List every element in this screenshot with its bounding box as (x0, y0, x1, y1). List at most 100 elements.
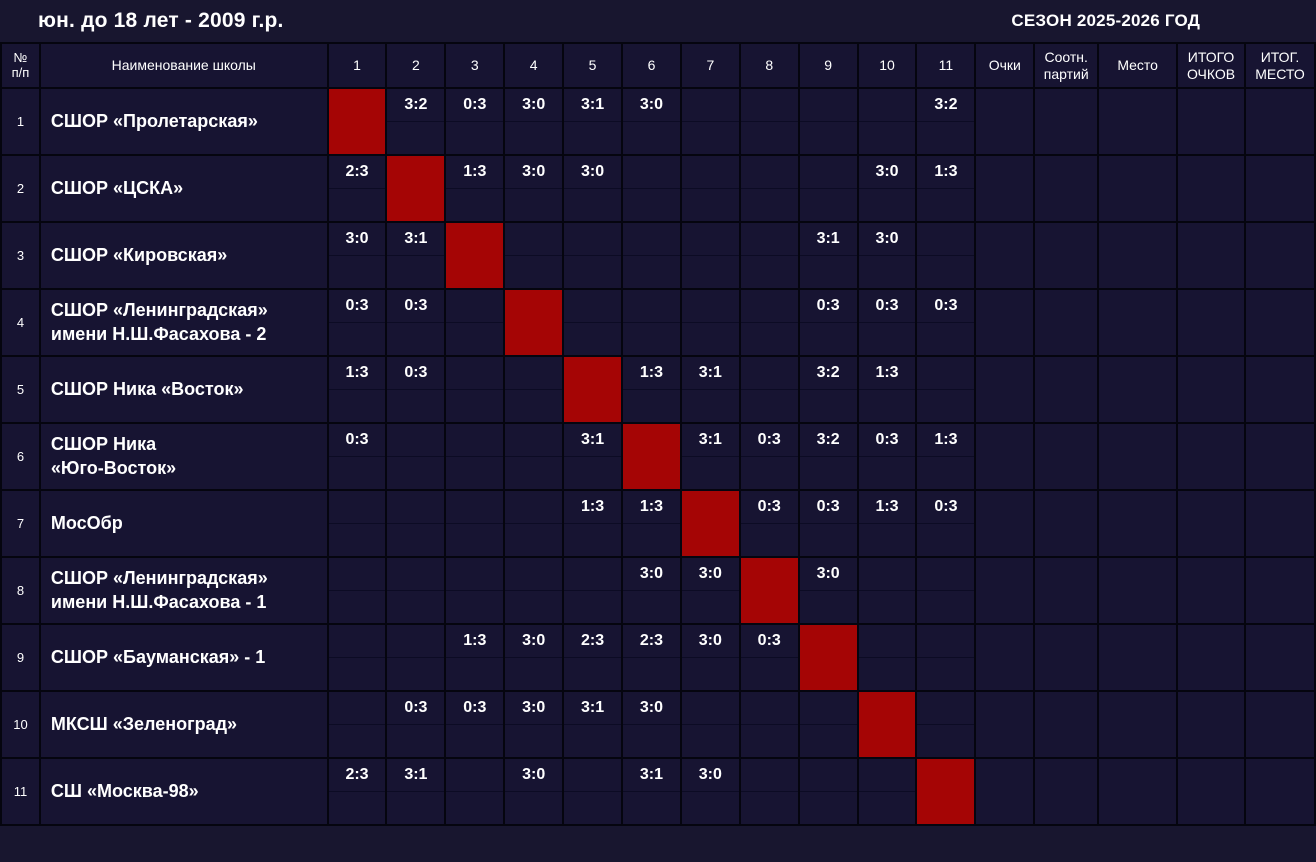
final-place-cell (1244, 757, 1316, 826)
score-sub-cell (621, 322, 682, 357)
points-cell (974, 556, 1036, 625)
final-place-cell (1244, 288, 1316, 357)
score-sub-cell (915, 456, 977, 491)
score-cell: 3:2 (915, 87, 977, 122)
score-cell: 1:3 (856, 489, 918, 524)
score-sub-cell (915, 121, 977, 156)
score-cell: 0:3 (444, 87, 506, 122)
score-sub-cell (679, 791, 741, 826)
table-row: 7 МосОбр 1:3 1:3 0:3 0:3 1:3 0:3 (0, 489, 1316, 558)
score-sub-cell (856, 590, 918, 625)
score-cell (385, 489, 447, 524)
score-sub-cell (385, 121, 447, 156)
diagonal-cell (444, 221, 506, 290)
score-cell: 0:3 (915, 489, 977, 524)
col-header-round: 8 (738, 42, 800, 89)
score-sub-cell (444, 523, 506, 558)
score-cell: 3:0 (679, 623, 741, 658)
points-cell (974, 489, 1036, 558)
score-cell (444, 355, 506, 390)
col-header-round: 3 (444, 42, 506, 89)
table-row-sub (1, 657, 1315, 692)
score-cell: 0:3 (385, 690, 447, 725)
score-cell: 1:3 (444, 154, 506, 189)
ratio-cell (1033, 623, 1100, 692)
final-place-cell (1244, 355, 1316, 424)
score-sub-cell (621, 389, 682, 424)
row-number-cell: 3 (0, 221, 41, 290)
score-cell (679, 87, 741, 122)
title-bar: юн. до 18 лет - 2009 г.р. СЕЗОН 2025-202… (0, 0, 1316, 42)
total-points-cell (1176, 87, 1247, 156)
score-sub-cell (562, 590, 624, 625)
score-cell (738, 87, 800, 122)
score-cell (738, 690, 800, 725)
score-sub-cell (915, 724, 977, 759)
row-number-cell: 1 (0, 87, 41, 156)
team-name-cell: СШОР «Пролетарская» (38, 87, 329, 156)
col-header-round: 6 (621, 42, 682, 89)
score-cell: 3:2 (797, 355, 859, 390)
diagonal-cell (797, 623, 859, 692)
score-sub-cell (679, 456, 741, 491)
score-cell (738, 154, 800, 189)
score-sub-cell (856, 657, 918, 692)
score-cell: 2:3 (562, 623, 624, 658)
score-sub-cell (326, 657, 388, 692)
score-sub-cell (326, 590, 388, 625)
diagonal-cell (856, 690, 918, 759)
score-sub-cell (385, 657, 447, 692)
score-sub-cell (444, 724, 506, 759)
final-place-cell (1244, 221, 1316, 290)
score-sub-cell (503, 456, 565, 491)
score-cell (562, 288, 624, 323)
table-row: 3 СШОР «Кировская» 3:0 3:1 3:1 3:0 (0, 221, 1316, 290)
col-header-round: 7 (679, 42, 741, 89)
score-sub-cell (444, 791, 506, 826)
points-cell (974, 690, 1036, 759)
score-sub-cell (326, 456, 388, 491)
final-place-cell (1244, 556, 1316, 625)
total-points-cell (1176, 489, 1247, 558)
header-row: № п/п Наименование школы 1 2 3 4 5 6 7 8 9 10 11 Очки… (0, 42, 1316, 89)
col-header-place: Место (1097, 42, 1179, 89)
place-cell (1097, 489, 1179, 558)
score-sub-cell (915, 188, 977, 223)
total-points-cell (1176, 154, 1247, 223)
final-place-cell (1244, 87, 1316, 156)
total-points-cell (1176, 288, 1247, 357)
score-cell (738, 288, 800, 323)
table-row: 4 СШОР «Ленинградская» имени Н.Ш.Фасахова… (0, 288, 1316, 357)
score-cell (856, 87, 918, 122)
score-sub-cell (444, 188, 506, 223)
table-row-sub (1, 590, 1315, 625)
score-sub-cell (856, 322, 918, 357)
score-sub-cell (326, 724, 388, 759)
place-cell (1097, 422, 1179, 491)
total-points-cell (1176, 690, 1247, 759)
score-cell: 0:3 (738, 489, 800, 524)
score-sub-cell (621, 590, 682, 625)
score-cell (444, 288, 506, 323)
score-sub-cell (444, 657, 506, 692)
score-sub-cell (385, 389, 447, 424)
final-place-cell (1244, 422, 1316, 491)
score-cell: 3:1 (385, 221, 447, 256)
score-cell: 3:0 (679, 556, 741, 591)
points-cell (974, 154, 1036, 223)
score-cell (444, 757, 506, 792)
score-cell (562, 757, 624, 792)
col-header-round: 9 (797, 42, 859, 89)
score-sub-cell (326, 389, 388, 424)
score-sub-cell (797, 523, 859, 558)
score-sub-cell (562, 121, 624, 156)
score-cell: 3:0 (679, 757, 741, 792)
score-cell (856, 757, 918, 792)
score-cell: 2:3 (326, 154, 388, 189)
score-sub-cell (797, 590, 859, 625)
col-header-round: 1 (326, 42, 388, 89)
score-cell (915, 221, 977, 256)
ratio-cell (1033, 87, 1100, 156)
row-number-cell: 11 (0, 757, 41, 826)
score-sub-cell (915, 657, 977, 692)
